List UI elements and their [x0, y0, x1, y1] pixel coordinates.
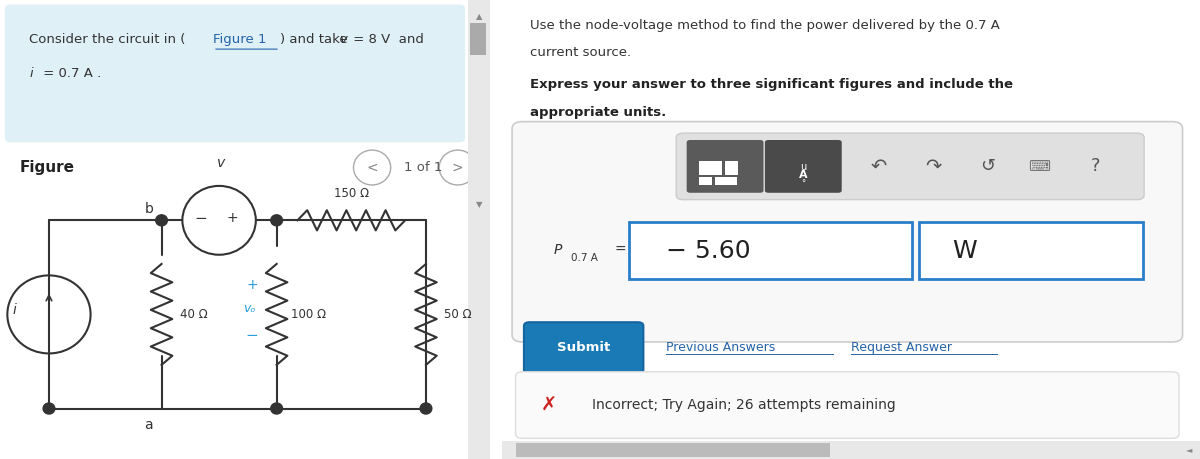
Text: ↺: ↺: [980, 157, 995, 175]
Circle shape: [420, 403, 432, 414]
Bar: [700, 177, 712, 185]
Text: Incorrect; Try Again; 26 attempts remaining: Incorrect; Try Again; 26 attempts remain…: [593, 398, 896, 412]
Text: i: i: [29, 67, 34, 80]
Text: − 5.60: − 5.60: [666, 239, 750, 263]
Text: 1 of 1: 1 of 1: [404, 161, 443, 174]
Text: Express your answer to three significant figures and include the: Express your answer to three significant…: [529, 78, 1013, 91]
Bar: [468, 0, 490, 459]
FancyBboxPatch shape: [677, 133, 1144, 200]
Text: −: −: [194, 211, 206, 225]
Text: ⌨: ⌨: [1028, 159, 1050, 174]
Text: >: >: [452, 161, 463, 174]
Text: = 8 V  and: = 8 V and: [348, 33, 424, 45]
Circle shape: [271, 215, 282, 226]
Circle shape: [43, 403, 55, 414]
Text: ↶: ↶: [870, 157, 887, 176]
FancyBboxPatch shape: [5, 5, 466, 142]
Text: Use the node-voltage method to find the power delivered by the 0.7 A: Use the node-voltage method to find the …: [529, 19, 1000, 32]
Text: a: a: [144, 418, 154, 432]
Text: ?: ?: [1091, 157, 1100, 175]
Circle shape: [156, 215, 168, 226]
Text: Previous Answers: Previous Answers: [666, 341, 775, 354]
Text: v: v: [338, 33, 347, 45]
Text: °: °: [802, 179, 805, 188]
Text: 50 Ω: 50 Ω: [444, 308, 472, 321]
Text: Figure: Figure: [19, 160, 74, 175]
Text: A: A: [799, 170, 808, 180]
Bar: [725, 161, 738, 175]
FancyBboxPatch shape: [512, 122, 1182, 342]
Text: 40 Ω: 40 Ω: [180, 308, 208, 321]
Text: Request Answer: Request Answer: [851, 341, 952, 354]
Text: current source.: current source.: [529, 46, 631, 59]
Text: v: v: [217, 156, 226, 170]
Bar: [715, 177, 737, 185]
Text: 0.7 A: 0.7 A: [571, 253, 599, 263]
Text: appropriate units.: appropriate units.: [529, 106, 666, 119]
Text: ✗: ✗: [541, 395, 557, 414]
FancyBboxPatch shape: [629, 222, 912, 279]
Circle shape: [271, 403, 282, 414]
Bar: [502, 441, 1200, 459]
FancyBboxPatch shape: [524, 322, 643, 373]
Text: b: b: [144, 202, 154, 217]
FancyBboxPatch shape: [516, 372, 1180, 438]
Bar: [516, 443, 830, 457]
Text: +: +: [227, 211, 239, 225]
FancyBboxPatch shape: [918, 222, 1142, 279]
Text: u: u: [800, 162, 806, 172]
Text: = 0.7 A .: = 0.7 A .: [40, 67, 102, 80]
Text: ▲: ▲: [475, 11, 482, 21]
Text: ◄: ◄: [1187, 445, 1193, 454]
Text: P: P: [554, 243, 563, 257]
Text: i: i: [12, 303, 16, 317]
Text: ▼: ▼: [475, 200, 482, 209]
Text: ) and take: ) and take: [280, 33, 352, 45]
Text: ↷: ↷: [925, 157, 941, 176]
Text: Submit: Submit: [557, 341, 611, 354]
Bar: [470, 23, 486, 55]
FancyBboxPatch shape: [764, 140, 841, 193]
Text: <: <: [366, 161, 378, 174]
Text: 150 Ω: 150 Ω: [334, 187, 368, 200]
Text: −: −: [246, 328, 258, 343]
Text: +: +: [246, 278, 258, 292]
FancyBboxPatch shape: [686, 140, 763, 193]
Text: W: W: [952, 239, 977, 263]
Text: Consider the circuit in (: Consider the circuit in (: [29, 33, 186, 45]
Text: Figure 1: Figure 1: [212, 33, 266, 45]
Bar: [700, 161, 721, 175]
Text: vₒ: vₒ: [244, 302, 256, 315]
Text: 100 Ω: 100 Ω: [290, 308, 326, 321]
Text: =: =: [614, 243, 626, 257]
